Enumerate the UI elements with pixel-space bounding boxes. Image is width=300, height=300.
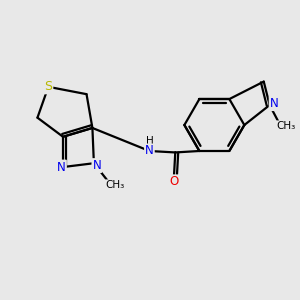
Text: N: N (57, 160, 66, 173)
Text: H: H (146, 136, 153, 146)
Text: N: N (270, 97, 278, 110)
Text: O: O (169, 175, 178, 188)
Text: S: S (44, 80, 52, 93)
Text: N: N (92, 159, 101, 172)
Text: CH₃: CH₃ (106, 180, 125, 190)
Text: N: N (145, 145, 154, 158)
Text: CH₃: CH₃ (277, 121, 296, 131)
